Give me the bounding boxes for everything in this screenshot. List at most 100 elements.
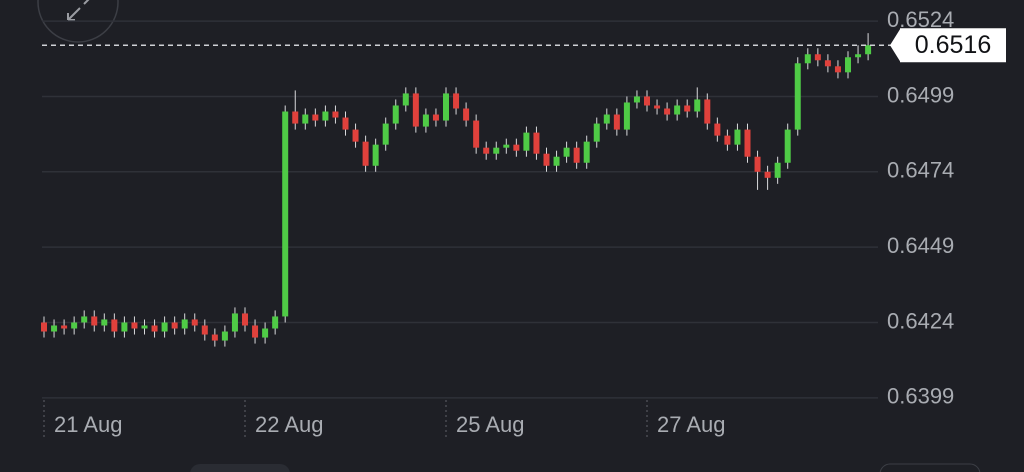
x-tick-label: 27 Aug bbox=[657, 412, 726, 437]
candle-body bbox=[282, 111, 289, 317]
candle-body bbox=[422, 114, 429, 127]
tab-shape bbox=[879, 463, 981, 472]
candle-body bbox=[674, 105, 681, 115]
candle-body bbox=[463, 108, 470, 121]
candle-body bbox=[794, 63, 801, 130]
candle-body bbox=[342, 117, 349, 130]
candle-body bbox=[81, 316, 88, 323]
candle-body bbox=[61, 325, 68, 329]
candle-body bbox=[191, 319, 198, 326]
candle-body bbox=[221, 331, 228, 341]
candle-body bbox=[382, 123, 389, 145]
candle-body bbox=[51, 325, 58, 332]
candle-body bbox=[292, 111, 299, 124]
candles bbox=[41, 33, 872, 347]
candle-body bbox=[302, 114, 309, 124]
candle-body bbox=[865, 45, 872, 55]
overlay: 0.6516 bbox=[42, 28, 1006, 63]
candle-body bbox=[804, 54, 811, 64]
candle-body bbox=[392, 105, 399, 124]
candle-body bbox=[573, 147, 580, 163]
candle-body bbox=[151, 325, 158, 332]
button-ring bbox=[37, 0, 119, 43]
candle-body bbox=[412, 93, 419, 127]
candle-body bbox=[684, 105, 691, 112]
x-tick-label: 25 Aug bbox=[456, 412, 525, 437]
candle-body bbox=[252, 325, 259, 338]
candle-body bbox=[664, 108, 671, 115]
candle-body bbox=[593, 123, 600, 142]
candle-body bbox=[272, 316, 279, 329]
candle-body bbox=[714, 123, 721, 136]
candle-body bbox=[201, 325, 208, 335]
candle-body bbox=[633, 96, 640, 103]
candle-body bbox=[181, 319, 188, 329]
candle-body bbox=[523, 132, 530, 151]
candle-body bbox=[744, 129, 751, 157]
x-tick-label: 21 Aug bbox=[54, 412, 123, 437]
candle-body bbox=[131, 322, 138, 329]
candle-body bbox=[603, 114, 610, 124]
candle-body bbox=[483, 147, 490, 154]
candle-body bbox=[563, 147, 570, 157]
candle-body bbox=[503, 144, 510, 148]
grid: 0.6524 0.6499 0.6474 0.6449 0.6424 0.6399 21 A… bbox=[42, 7, 954, 440]
candle-body bbox=[473, 120, 480, 148]
candle-body bbox=[824, 60, 831, 67]
candle-body bbox=[764, 171, 771, 178]
candle-body bbox=[493, 147, 500, 154]
candle-body bbox=[553, 156, 560, 166]
x-tick-label: 22 Aug bbox=[255, 412, 324, 437]
candle-body bbox=[623, 102, 630, 130]
y-tick-label: 0.6474 bbox=[887, 158, 954, 183]
candle-body bbox=[372, 144, 379, 166]
candle-body bbox=[845, 57, 851, 73]
candle-body bbox=[694, 99, 701, 112]
y-tick-label: 0.6424 bbox=[887, 308, 954, 333]
y-tick-label: 0.6399 bbox=[887, 384, 954, 409]
candle-body bbox=[784, 129, 791, 163]
candle-body bbox=[111, 319, 118, 332]
candle-body bbox=[543, 153, 550, 166]
candle-body bbox=[704, 99, 711, 124]
candle-body bbox=[583, 141, 590, 163]
candle-body bbox=[362, 141, 369, 166]
candle-body bbox=[211, 334, 218, 341]
candle-body bbox=[432, 114, 439, 121]
candle-body bbox=[613, 114, 620, 130]
candle-body bbox=[312, 114, 319, 121]
candle-body bbox=[352, 129, 359, 142]
candle-body bbox=[91, 316, 98, 326]
candle-body bbox=[242, 313, 248, 326]
expand-icon bbox=[67, 0, 90, 21]
candle-body bbox=[774, 162, 781, 178]
candle-body bbox=[121, 322, 128, 332]
y-tick-label: 0.6499 bbox=[887, 82, 954, 107]
candle-body bbox=[814, 54, 821, 61]
candle-body bbox=[724, 135, 731, 145]
candle-body bbox=[322, 111, 329, 121]
candle-body bbox=[734, 129, 741, 145]
candle-body bbox=[533, 132, 540, 154]
candle-body bbox=[161, 322, 168, 332]
last-price-label: 0.6516 bbox=[915, 31, 991, 59]
candle-body bbox=[644, 96, 650, 106]
candle-body bbox=[453, 93, 460, 109]
candle-body bbox=[171, 322, 178, 329]
candle-body bbox=[834, 66, 841, 73]
candle-body bbox=[101, 319, 108, 326]
candle-body bbox=[262, 328, 269, 338]
candle-body bbox=[443, 93, 449, 121]
candle-body bbox=[141, 325, 148, 329]
candle-body bbox=[654, 105, 661, 109]
candle-body bbox=[513, 144, 520, 151]
candle-body bbox=[231, 313, 238, 332]
last-price-box bbox=[890, 28, 1006, 63]
expand-button[interactable] bbox=[37, 0, 119, 43]
candle-body bbox=[754, 156, 761, 172]
candle-body bbox=[402, 93, 409, 106]
candle-body bbox=[332, 111, 339, 118]
y-tick-label: 0.6449 bbox=[887, 233, 954, 258]
candle-body bbox=[855, 54, 862, 58]
